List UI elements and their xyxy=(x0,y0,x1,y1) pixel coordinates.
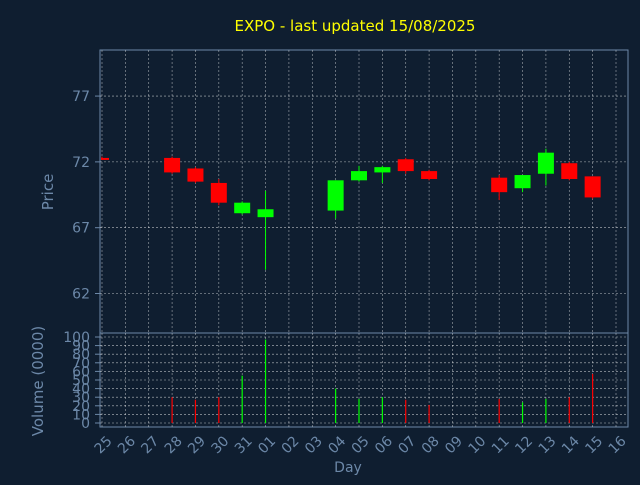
volume-axis-label: Volume (0000) xyxy=(29,326,47,436)
price-tick-label: 67 xyxy=(72,221,90,237)
candle-body xyxy=(397,159,414,172)
candle-body xyxy=(164,157,181,173)
candle-body xyxy=(374,167,391,173)
volume-tick-label: 100 xyxy=(63,330,90,346)
candle-body xyxy=(187,168,204,182)
price-tick-label: 77 xyxy=(72,89,90,105)
candle-body xyxy=(327,180,344,211)
candle-body xyxy=(514,175,531,189)
volume-tick-label: 20 xyxy=(72,399,90,415)
candle-body xyxy=(257,209,274,218)
candle-body xyxy=(561,163,578,179)
volume-tick-label: 70 xyxy=(72,356,90,372)
volume-tick-label: 60 xyxy=(72,364,90,380)
candle-body xyxy=(234,202,251,214)
candle-body xyxy=(351,171,367,181)
x-axis-label: Day xyxy=(334,460,362,476)
candle-body xyxy=(421,171,438,179)
volume-tick-label: 10 xyxy=(72,407,90,423)
price-axis-label: Price xyxy=(39,174,57,211)
volume-tick-label: 40 xyxy=(72,382,90,398)
price-panel: 62 67 72 77 xyxy=(72,49,629,334)
volume-tick-label: 80 xyxy=(72,347,90,363)
volume-tick-label: 0 xyxy=(81,416,90,432)
candle-body xyxy=(537,152,554,174)
price-tick-label: 72 xyxy=(72,155,90,171)
candle-body xyxy=(210,182,227,203)
volume-tick-label: 50 xyxy=(72,373,90,389)
candle-body xyxy=(101,157,109,160)
volume-tick-label: 90 xyxy=(72,339,90,355)
candle-body xyxy=(584,176,601,198)
price-tick-label: 62 xyxy=(72,287,90,303)
volume-tick-label: 30 xyxy=(72,390,90,406)
x-axis-ticks: 25 26 27 28 29 30 31 01 02 03 04 05 06 07 08 09 10 11 12 13… xyxy=(92,433,630,457)
chart-title: EXPO - last updated 15/08/2025 xyxy=(235,17,476,35)
candle-body xyxy=(491,177,508,193)
